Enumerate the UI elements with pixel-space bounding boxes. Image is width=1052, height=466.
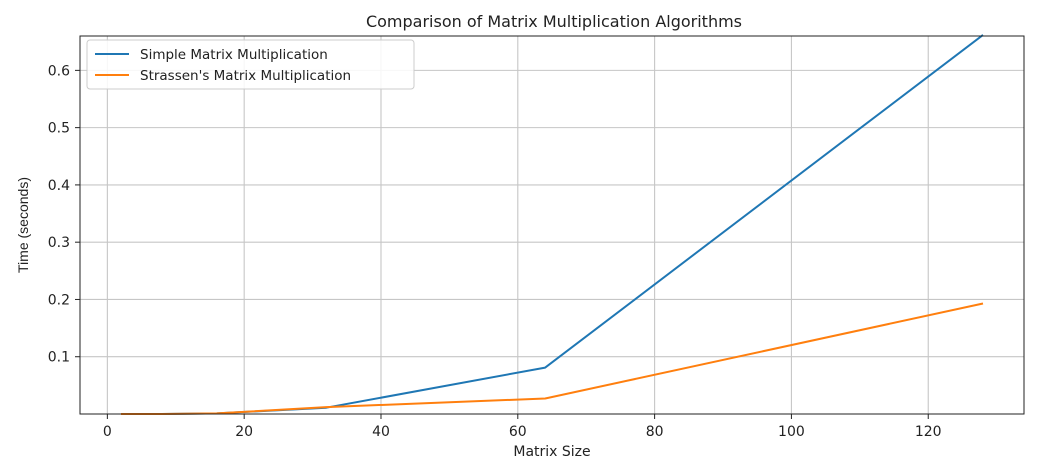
legend: Simple Matrix Multiplication Strassen's …	[86, 39, 415, 90]
x-tick-label: 100	[778, 424, 805, 440]
x-tick-label: 20	[235, 424, 253, 440]
x-tick-label: 40	[372, 424, 390, 440]
x-tick-label: 60	[509, 424, 527, 440]
y-axis-title: Time (seconds)	[15, 177, 31, 273]
x-axis-title: Matrix Size	[513, 444, 590, 460]
chart-title: Comparison of Matrix Multiplication Algo…	[366, 12, 742, 31]
series-line-1	[121, 302, 984, 415]
legend-label-strassen: Strassen's Matrix Multiplication	[140, 68, 351, 84]
x-tick-label: 0	[103, 424, 112, 440]
axis-ticks: 0 20 40 60 80 100 120 0.1 0.2 0.3 0.4 0.5 0.6	[48, 63, 942, 440]
y-tick-label: 0.4	[48, 178, 70, 194]
x-tick-label: 120	[915, 424, 942, 440]
y-tick-label: 0.1	[48, 350, 70, 366]
y-tick-label: 0.2	[48, 292, 70, 308]
y-tick-label: 0.3	[48, 235, 70, 251]
y-tick-label: 0.6	[48, 63, 70, 79]
legend-label-simple: Simple Matrix Multiplication	[140, 47, 328, 63]
x-tick-label: 80	[646, 424, 664, 440]
legend-box	[86, 39, 415, 90]
plot-frame	[79, 35, 1025, 415]
grid	[80, 36, 1024, 414]
y-tick-label: 0.5	[48, 121, 70, 137]
